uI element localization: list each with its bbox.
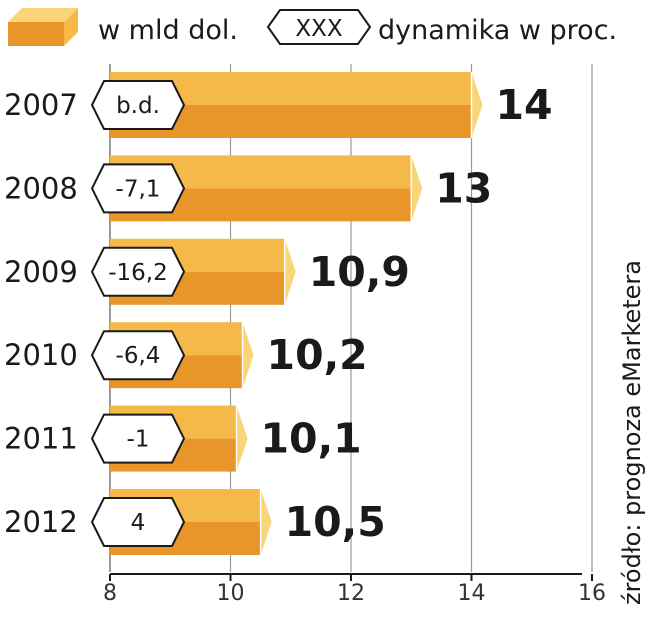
- value-label-2008: 13: [435, 164, 492, 212]
- dynamics-label-2012: 4: [131, 510, 146, 536]
- category-label-2009: 2009: [4, 255, 78, 289]
- category-label-2012: 2012: [4, 505, 78, 539]
- grid: [109, 64, 593, 572]
- category-label-2008: 2008: [4, 171, 78, 205]
- x-tick-label-14: 14: [458, 581, 486, 606]
- legend: w mld dol. XXX dynamika w proc.: [8, 8, 617, 46]
- dynamics-label-2011: -1: [127, 427, 150, 453]
- bar-2009-cap: [284, 238, 296, 305]
- legend-dynamics-label: dynamika w proc.: [378, 15, 617, 46]
- x-tick-label-8: 8: [103, 581, 117, 606]
- category-label-2007: 2007: [4, 88, 78, 122]
- bar-2007-cap: [471, 72, 483, 138]
- bar-2010-cap: [242, 322, 254, 389]
- category-label-2011: 2011: [4, 422, 78, 456]
- dynamics-badge-2012: [90, 497, 186, 547]
- dynamics-label-2010: -6,4: [116, 343, 161, 369]
- legend-badge: XXX: [266, 9, 372, 45]
- dynamics-label-2008: -7,1: [116, 176, 161, 202]
- category-label-2010: 2010: [4, 338, 78, 372]
- dynamics-label-2009: -16,2: [108, 260, 168, 286]
- legend-bar-icon: [8, 8, 78, 46]
- value-label-2007: 14: [496, 81, 553, 129]
- dynamics-label-2007: b.d.: [116, 93, 160, 119]
- value-label-2011: 10,1: [261, 415, 362, 463]
- bar-2008-cap: [411, 155, 423, 222]
- x-tick-label-12: 12: [337, 581, 365, 606]
- dynamics-badge-2009: [90, 246, 186, 297]
- bar-row-2008: -7,1 2008 13: [4, 155, 492, 222]
- value-label-2012: 10,5: [285, 498, 386, 546]
- bar-row-2010: -6,4 2010 10,2: [4, 322, 368, 389]
- bar-2012-cap: [260, 489, 272, 555]
- bar-row-2012: 4 2012 10,5: [4, 489, 386, 555]
- value-label-2010: 10,2: [267, 331, 368, 379]
- legend-badge-label: XXX: [295, 16, 343, 42]
- x-axis: 8 10 12 14 16: [103, 573, 606, 606]
- bar-2011-cap: [236, 405, 248, 472]
- dynamics-badge-2008: [90, 163, 186, 214]
- bar-row-2007: b.d. 2007 14: [4, 72, 553, 138]
- bar-row-2011: -1 2011 10,1: [4, 405, 362, 472]
- legend-value-label: w mld dol.: [98, 15, 238, 46]
- bar-row-2009: -16,2 2009 10,9: [4, 238, 410, 305]
- bars: b.d. 2007 14 -7,1 2008 13 -16,2 2009 10,9 -6,4 201…: [4, 72, 553, 555]
- dynamics-badge-2011: [90, 413, 186, 464]
- dynamics-badge-2007: [90, 80, 186, 130]
- value-label-2009: 10,9: [309, 248, 410, 296]
- x-tick-label-10: 10: [217, 581, 245, 606]
- dynamics-badge-2010: [90, 330, 186, 381]
- source-label: źródło: prognoza eMarketera: [618, 260, 646, 605]
- x-tick-label-16: 16: [578, 581, 606, 606]
